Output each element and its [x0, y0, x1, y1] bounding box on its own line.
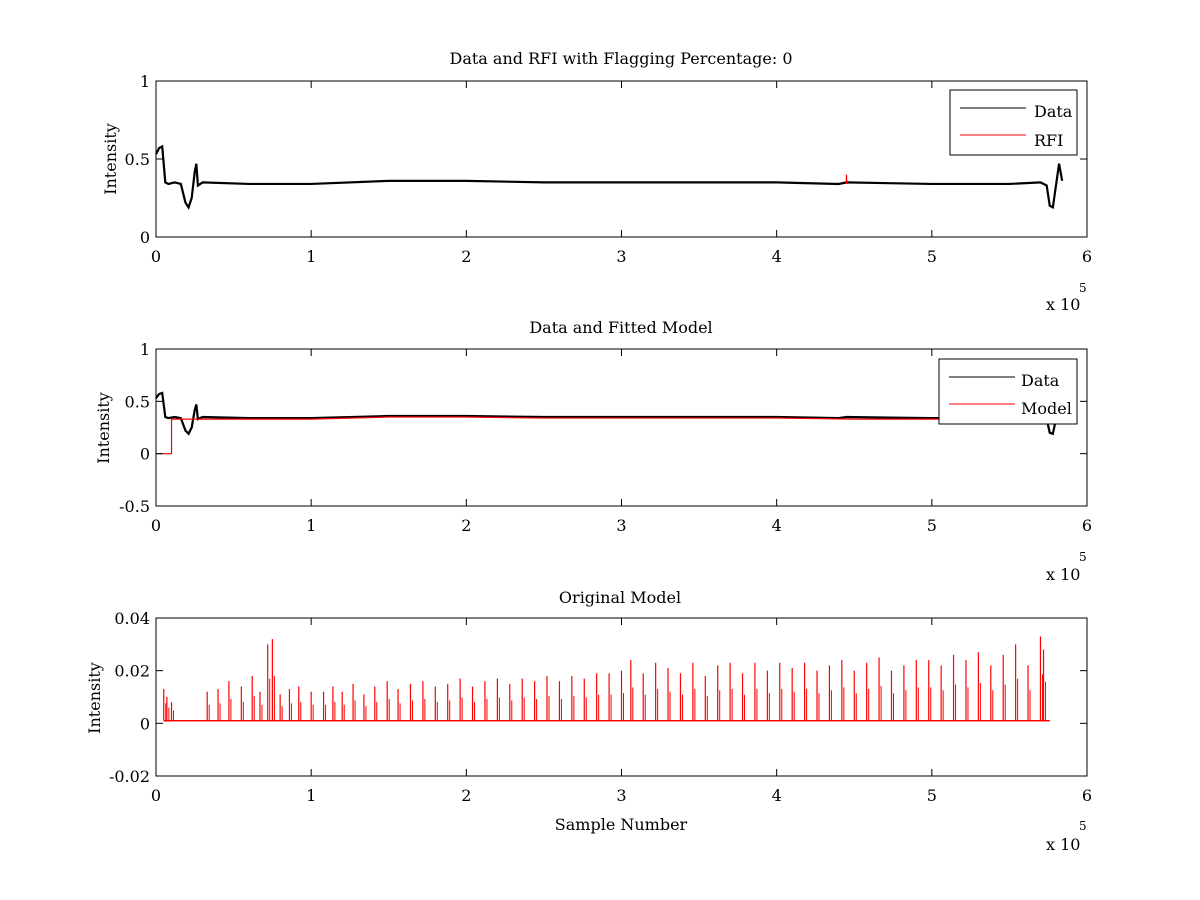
panel-bottom-ytick-label-1: 0: [140, 714, 150, 733]
panel-middle-ylabel: Intensity: [94, 392, 113, 464]
panel-bottom-xtick-label-6: 6: [1082, 786, 1092, 805]
panel-top-x-exponent-power: 5: [1079, 281, 1087, 295]
panel-middle-title: Data and Fitted Model: [529, 318, 712, 337]
panel-middle-xtick-label-6: 6: [1082, 516, 1092, 535]
panel-bottom-series-layer: [163, 636, 1050, 722]
panel-top-xtick-label-4: 4: [772, 247, 782, 266]
panel-bottom-ytick-label-3: 0.04: [114, 609, 150, 628]
panel-top-legend-rfi-label: RFI: [1034, 131, 1063, 150]
panel-middle-ytick-label-1: 0: [140, 445, 150, 464]
panel-top-series-layer: [155, 144, 1064, 210]
panel-bottom-ylabel: Intensity: [85, 662, 104, 734]
panel-middle-plot-area: [156, 349, 1087, 506]
panel-top-ytick-label-1: 0.5: [125, 150, 150, 169]
panel-middle-ytick-label-2: 0.5: [125, 392, 150, 411]
panel-bottom-xtick-label-4: 4: [772, 786, 782, 805]
panel-top-xtick-label-0: 0: [151, 247, 161, 266]
panel-bottom-xlabel: Sample Number: [555, 815, 688, 834]
panel-bottom-x-exponent: x 10: [1046, 835, 1080, 854]
panel-top-x-exponent: x 10: [1046, 295, 1080, 314]
panel-top-xtick-label-2: 2: [461, 247, 471, 266]
panel-middle-xtick-label-0: 0: [151, 516, 161, 535]
panel-top-legend-box: [949, 89, 1078, 156]
panel-top-xtick-label-3: 3: [616, 247, 626, 266]
panel-bottom-x-exponent-prefix: x 10: [1046, 835, 1080, 854]
panel-middle-x-exponent: x 10: [1046, 565, 1080, 584]
panel-top-legend: Data RFI: [949, 89, 1078, 156]
panel-middle-series-model: [156, 416, 1063, 455]
panel-top-xtick-label-5: 5: [927, 247, 937, 266]
panel-middle-x-exponent-prefix: x 10: [1046, 565, 1080, 584]
panel-bottom-ytick-label-0: -0.02: [109, 767, 150, 786]
panel-middle-legend-box: [938, 358, 1078, 425]
panel-bottom-x-exponent-power: 5: [1079, 819, 1087, 833]
panel-bottom-ytick-label-2: 0.02: [114, 662, 150, 681]
panel-top-ytick-label-0: 0: [140, 228, 150, 247]
panel-middle-legend-data-label: Data: [1021, 371, 1060, 390]
panel-top: Data and RFI with Flagging Percentage: 0…: [101, 49, 1092, 314]
panel-bottom-xtick-label-5: 5: [927, 786, 937, 805]
panel-top-title: Data and RFI with Flagging Percentage: 0: [449, 49, 792, 68]
panel-bottom: Original Model Intensity 0 1 2 3 4 5 6-0.0200.…: [85, 588, 1092, 854]
panel-bottom-xtick-label-1: 1: [306, 786, 316, 805]
panel-top-plot-area: [156, 81, 1087, 237]
panel-middle-ytick-label-3: 1: [140, 340, 150, 359]
panel-top-xtick-label-1: 1: [306, 247, 316, 266]
panel-top-ticks: 0 1 2 3 4 5 6 0 0.5 1: [125, 72, 1093, 266]
panel-middle-xtick-label-4: 4: [772, 516, 782, 535]
panel-bottom-title: Original Model: [559, 588, 681, 607]
panel-bottom-xtick-label-0: 0: [151, 786, 161, 805]
panel-top-series-data: [155, 144, 1064, 210]
panel-top-x-exponent-prefix: x 10: [1046, 295, 1080, 314]
panel-middle-xtick-label-3: 3: [616, 516, 626, 535]
panel-middle-ticks: 0 1 2 3 4 5 6-0.500.51: [119, 340, 1092, 535]
panel-middle-legend-model-label: Model: [1021, 399, 1072, 418]
panel-middle: Data and Fitted Model Intensity 0 1 2 3 4 5 6 -…: [94, 318, 1092, 584]
panel-middle-xtick-label-1: 1: [306, 516, 316, 535]
panel-middle-legend: Data Model: [938, 358, 1078, 425]
panel-middle-xtick-label-2: 2: [461, 516, 471, 535]
panel-middle-ytick-label-0: -0.5: [119, 497, 150, 516]
panel-top-ytick-label-2: 1: [140, 72, 150, 91]
panel-middle-x-exponent-power: 5: [1079, 550, 1087, 564]
panel-bottom-xtick-label-2: 2: [461, 786, 471, 805]
panel-top-series-rfi: [845, 174, 848, 184]
panel-top-legend-data-label: Data: [1034, 102, 1073, 121]
panel-top-xtick-label-6: 6: [1082, 247, 1092, 266]
panel-bottom-xtick-label-3: 3: [616, 786, 626, 805]
panel-top-ylabel: Intensity: [101, 123, 120, 195]
panel-middle-xtick-label-5: 5: [927, 516, 937, 535]
